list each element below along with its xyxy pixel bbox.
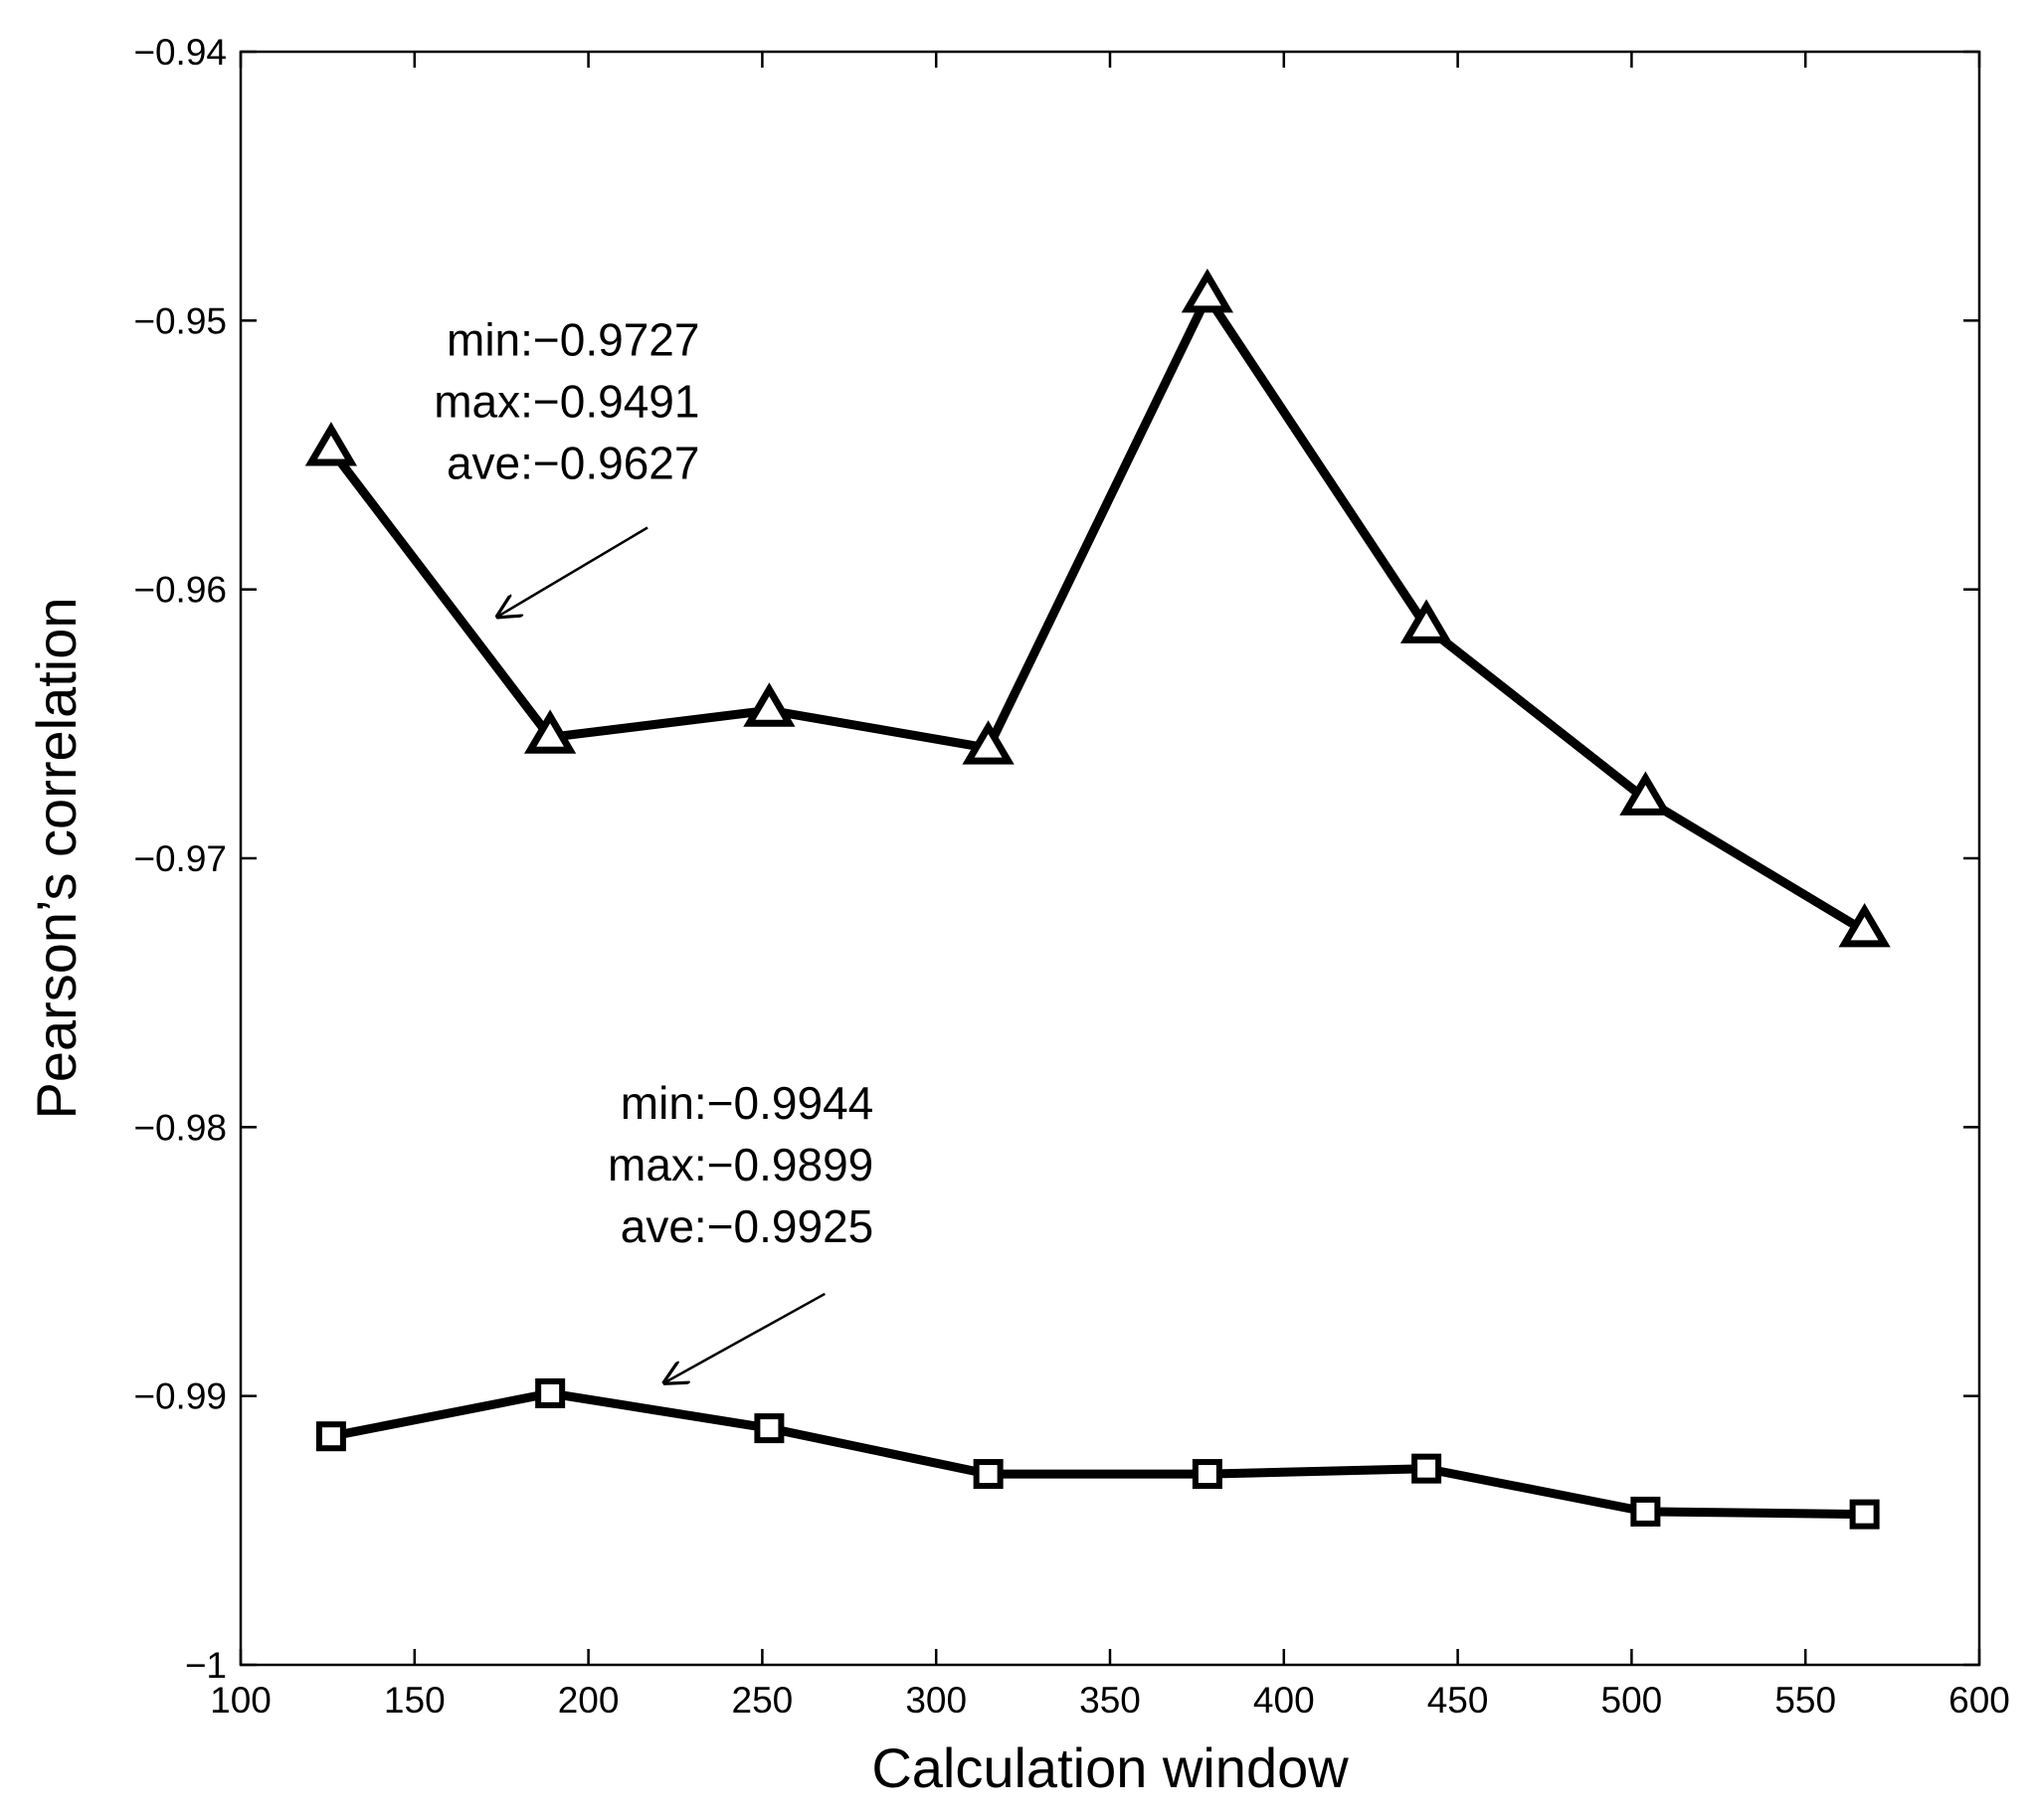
axis-tick-labels: 100 150 200 250 300 350 400 450 500 550 600 −1 −0.99… xyxy=(133,32,2009,1721)
annotation-arrow xyxy=(665,1292,826,1382)
triangle-marker xyxy=(743,682,796,727)
plot-background xyxy=(241,52,1979,1665)
y-tick-label: −0.97 xyxy=(133,838,227,879)
square-marker xyxy=(754,1413,785,1444)
triangle-marker xyxy=(523,709,577,754)
x-tick-label: 300 xyxy=(905,1680,967,1721)
square-marker xyxy=(1630,1496,1661,1527)
triangle-marker xyxy=(1399,599,1453,643)
annotation-line: min:−0.9727 xyxy=(447,313,699,365)
annotation-line: max:−0.9491 xyxy=(434,375,699,427)
y-tick-label: −1 xyxy=(185,1645,227,1686)
x-axis-label: Calculation window xyxy=(871,1736,1349,1799)
x-tick-label: 400 xyxy=(1253,1680,1315,1721)
plot-frame xyxy=(239,50,1981,1667)
x-tick-label: 550 xyxy=(1774,1680,1836,1721)
annotation-line: max:−0.9899 xyxy=(608,1139,873,1190)
square-marker xyxy=(315,1421,346,1452)
annotation-arrow xyxy=(498,526,648,616)
triangle-marker xyxy=(304,422,358,466)
x-tick-label: 500 xyxy=(1601,1680,1663,1721)
square-marker xyxy=(1849,1499,1880,1530)
x-tick-label: 600 xyxy=(1948,1680,2010,1721)
triangle-marker xyxy=(962,720,1015,765)
y-axis-label: Pearson’s correlation xyxy=(25,597,88,1119)
x-tick-label: 100 xyxy=(210,1680,272,1721)
series-line-square xyxy=(330,1388,1865,1520)
y-tick-label: −0.95 xyxy=(133,300,227,341)
square-marker xyxy=(1192,1459,1222,1490)
triangle-marker xyxy=(1181,268,1234,313)
triangle-marker xyxy=(1619,771,1672,816)
x-tick-label: 250 xyxy=(732,1680,794,1721)
series-lines xyxy=(327,286,1867,1520)
y-tick-label: −0.96 xyxy=(133,570,227,611)
square-marker xyxy=(973,1459,1004,1490)
annotation-line: ave:−0.9627 xyxy=(447,437,700,488)
annotation-line: min:−0.9944 xyxy=(621,1077,873,1129)
x-tick-label: 450 xyxy=(1427,1680,1489,1721)
square-marker xyxy=(535,1377,566,1408)
triangle-marker xyxy=(1838,902,1891,948)
annotations: min:−0.9727 max:−0.9491 ave:−0.9627 min:−0.… xyxy=(434,313,873,1382)
x-tick-label: 200 xyxy=(558,1680,620,1721)
y-tick-label: −0.99 xyxy=(133,1376,227,1417)
square-marker xyxy=(1411,1453,1442,1484)
series-markers xyxy=(304,268,1891,1530)
series-line-triangle xyxy=(327,286,1867,935)
annotation-line: ave:−0.9925 xyxy=(621,1200,874,1252)
y-tick-label: −0.94 xyxy=(133,32,227,73)
x-tick-label: 150 xyxy=(384,1680,446,1721)
x-tick-label: 350 xyxy=(1079,1680,1141,1721)
y-tick-label: −0.98 xyxy=(133,1107,227,1148)
